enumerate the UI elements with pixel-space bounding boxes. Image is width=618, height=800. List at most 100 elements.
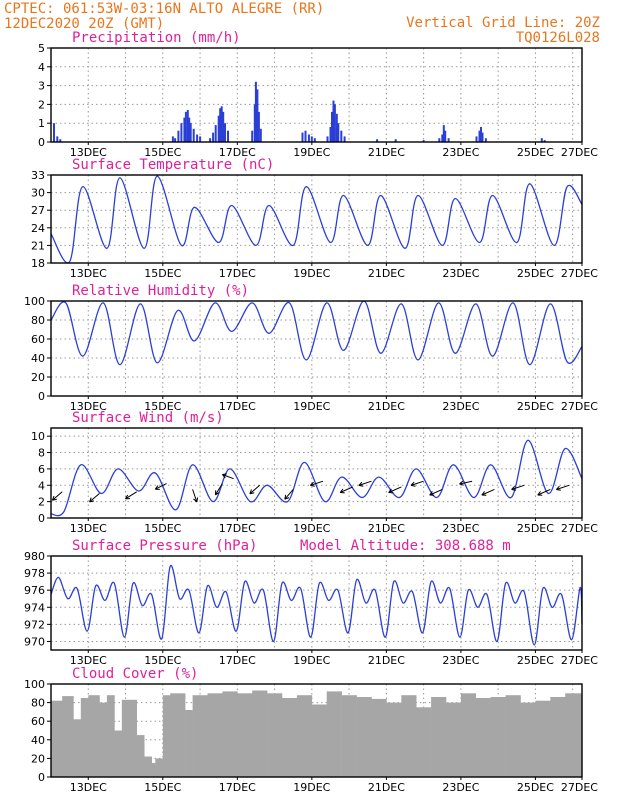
precip-bar	[257, 111, 260, 142]
y-tick-label: 33	[31, 169, 45, 182]
cloud-bar	[311, 704, 327, 777]
wind-arrow-head	[222, 473, 227, 475]
wind-arrow-shaft	[52, 491, 63, 501]
wind-arrow	[284, 489, 294, 500]
wind-arrow	[511, 484, 525, 491]
panel-frame	[50, 555, 583, 651]
precip-bar	[481, 132, 484, 142]
x-tick-label: 19DEC	[293, 522, 330, 535]
x-tick-label: 17DEC	[219, 267, 256, 280]
wind-arrow-head	[196, 497, 199, 503]
series-line-pressure	[50, 564, 583, 646]
wind-arrow-shaft	[459, 480, 473, 485]
wind-arrow	[154, 483, 167, 490]
precip-bar	[219, 108, 222, 142]
precip-bar	[422, 140, 425, 142]
cloud-bar	[207, 693, 223, 777]
x-tick-label: 23DEC	[442, 146, 479, 159]
wind-arrow-shaft	[481, 488, 495, 496]
y-tick-label: 3	[38, 80, 45, 93]
wind-arrow	[192, 489, 199, 503]
wind-arrow-head	[125, 494, 129, 500]
precip-bar	[331, 111, 333, 142]
y-tick-label: 976	[24, 584, 45, 597]
wind-arrow-head	[481, 491, 485, 496]
y-tick-label: 20	[31, 752, 45, 765]
y-tick-label: 80	[31, 697, 45, 710]
x-tick-label: 15DEC	[144, 267, 181, 280]
cloud-bar	[222, 691, 238, 777]
wind-arrow-head	[89, 500, 95, 503]
x-tick-label: 21DEC	[368, 400, 405, 413]
panel-pressure: Surface Pressure (hPa) Model Altitude: 30…	[24, 538, 598, 667]
x-tick-label: 27DEC	[561, 146, 598, 159]
cloud-bar	[162, 695, 171, 777]
wind-arrow-head	[51, 495, 55, 501]
cloud-bar	[114, 730, 123, 777]
precip-bar	[56, 136, 59, 142]
y-tick-label: 980	[24, 550, 45, 563]
x-tick-label: 17DEC	[219, 400, 256, 413]
wind-arrow-head	[249, 492, 255, 495]
cloud-bar	[520, 702, 536, 777]
header-grid-note: Vertical Grid Line: 20Z	[406, 15, 600, 31]
precip-bar	[475, 136, 478, 142]
panel-frame	[50, 174, 583, 264]
cloud-bar	[296, 695, 313, 777]
cloud-bar	[73, 719, 82, 777]
panels: Precipitation (mm/h) 0 1 2 3 4 5 13DEC 15DEC 17DE…	[24, 30, 598, 794]
wind-arrow	[249, 484, 261, 495]
wind-arrow-shaft	[358, 480, 372, 486]
wind-arrow-shaft	[429, 488, 443, 496]
x-tick-label: 23DEC	[442, 781, 479, 794]
precip-bar	[59, 139, 62, 142]
x-tick-label: 13DEC	[70, 781, 107, 794]
wind-arrow-head	[310, 481, 314, 486]
cloud-bar	[326, 691, 342, 777]
cloud-bar	[51, 700, 63, 777]
y-tick-label: 978	[24, 567, 45, 580]
cloud-bar	[252, 690, 268, 777]
x-tick-label: 27DEC	[561, 781, 598, 794]
panel-frame	[50, 683, 583, 778]
cloud-bar	[192, 695, 208, 777]
precip-bar	[184, 111, 187, 142]
precip-bar	[332, 100, 335, 142]
y-tick-label: 60	[31, 333, 45, 346]
x-tick-label: 17DEC	[219, 146, 256, 159]
wind-arrow-head	[89, 497, 92, 503]
panel-cloud_cover: Cloud Cover (%) 0 20 40 60 80 100 13DEC 15DEC 17D…	[24, 666, 598, 794]
precip-bar	[480, 127, 482, 142]
cloud-bar	[431, 697, 447, 777]
y-tick-label: 0	[38, 771, 45, 784]
y-tick-label: 10	[31, 430, 45, 443]
cloud-bar	[62, 696, 74, 777]
precip-bar	[217, 115, 220, 142]
panel-wind: Surface Wind (m/s) 0 2 4 6 8 10 13DEC 15DEC 17DEC…	[31, 410, 598, 535]
cloud-bar	[136, 735, 145, 777]
precip-bar	[333, 104, 336, 142]
wind-arrow-head	[193, 498, 198, 503]
wind-arrow	[537, 488, 551, 496]
cloud-bar	[237, 693, 253, 777]
x-tick-label: 15DEC	[144, 146, 181, 159]
precip-bar	[301, 132, 304, 142]
precip-bar	[326, 136, 329, 142]
wind-arrow	[459, 480, 473, 486]
panel-frame	[50, 47, 583, 143]
x-tick-label: 17DEC	[219, 654, 256, 667]
cloud-bar	[80, 698, 89, 777]
precip-bar	[192, 128, 195, 142]
y-tick-label: 2	[38, 496, 45, 509]
precip-bar	[212, 132, 215, 142]
cloud-bar	[460, 693, 477, 777]
x-tick-label: 21DEC	[368, 146, 405, 159]
precip-bar	[259, 128, 262, 142]
x-tick-label: 27DEC	[561, 654, 598, 667]
wind-arrow-head	[459, 480, 464, 485]
precip-bar	[307, 134, 310, 142]
precip-bar	[251, 130, 254, 142]
cloud-bar	[267, 693, 283, 777]
x-tick-label: 19DEC	[293, 654, 330, 667]
x-tick-label: 25DEC	[517, 654, 554, 667]
